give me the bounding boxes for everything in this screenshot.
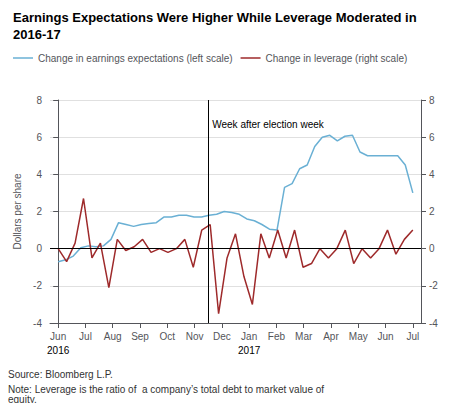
svg-text:Nov: Nov bbox=[186, 331, 204, 342]
svg-text:8: 8 bbox=[36, 95, 42, 106]
svg-text:0: 0 bbox=[429, 243, 435, 254]
svg-text:2: 2 bbox=[429, 206, 435, 217]
svg-text:Aug: Aug bbox=[104, 331, 122, 342]
svg-text:Note: Leverage is the ratio of: Note: Leverage is the ratio of a company… bbox=[8, 384, 327, 395]
svg-text:-2: -2 bbox=[429, 280, 438, 291]
svg-text:Oct: Oct bbox=[160, 331, 176, 342]
svg-text:Source: Bloomberg L.P.: Source: Bloomberg L.P. bbox=[8, 369, 113, 380]
svg-text:Week after election week: Week after election week bbox=[212, 119, 325, 130]
svg-text:Dec: Dec bbox=[213, 331, 231, 342]
svg-text:Jul: Jul bbox=[79, 331, 92, 342]
svg-text:8: 8 bbox=[429, 95, 435, 106]
svg-text:0: 0 bbox=[36, 243, 42, 254]
svg-text:equity.: equity. bbox=[8, 394, 37, 403]
svg-text:-4: -4 bbox=[429, 318, 438, 329]
svg-text:2: 2 bbox=[36, 206, 42, 217]
svg-text:4: 4 bbox=[429, 169, 435, 180]
svg-text:Mar: Mar bbox=[295, 331, 313, 342]
svg-text:-2: -2 bbox=[33, 280, 42, 291]
svg-text:Sep: Sep bbox=[131, 331, 149, 342]
svg-text:6: 6 bbox=[429, 132, 435, 143]
svg-text:Dollars per share: Dollars per share bbox=[12, 173, 23, 250]
svg-text:Jan: Jan bbox=[241, 331, 257, 342]
svg-text:Earnings Expectations Were Hig: Earnings Expectations Were Higher While … bbox=[13, 10, 420, 25]
svg-text:Change in earnings expectation: Change in earnings expectations (left sc… bbox=[38, 53, 233, 64]
svg-text:Jun: Jun bbox=[377, 331, 393, 342]
svg-text:-4: -4 bbox=[33, 318, 42, 329]
svg-text:Jul: Jul bbox=[406, 331, 419, 342]
svg-text:Change in leverage (right scal: Change in leverage (right scale) bbox=[266, 53, 408, 64]
svg-text:6: 6 bbox=[36, 132, 42, 143]
svg-text:Apr: Apr bbox=[323, 331, 339, 342]
svg-text:Jun: Jun bbox=[50, 331, 66, 342]
svg-text:2016: 2016 bbox=[47, 345, 70, 356]
svg-text:2017: 2017 bbox=[238, 345, 261, 356]
svg-text:Feb: Feb bbox=[268, 331, 286, 342]
svg-text:4: 4 bbox=[36, 169, 42, 180]
svg-text:May: May bbox=[349, 331, 368, 342]
svg-text:2016-17: 2016-17 bbox=[13, 27, 61, 42]
